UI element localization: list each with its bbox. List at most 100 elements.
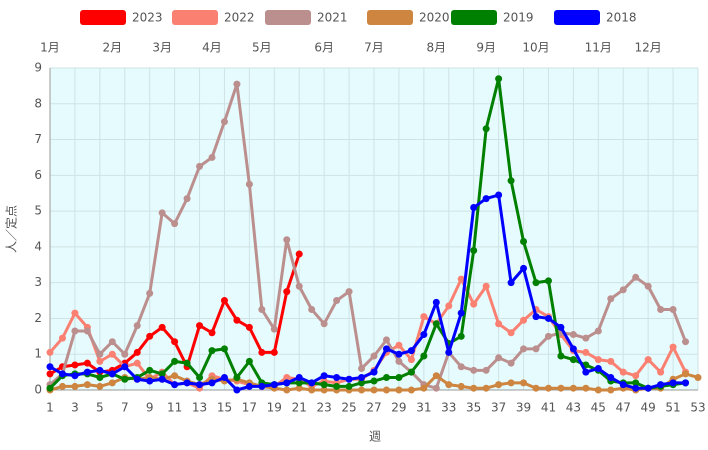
- data-point: [507, 177, 515, 185]
- data-point: [395, 373, 403, 381]
- data-point: [358, 386, 366, 394]
- x-tick-label: 45: [591, 401, 606, 415]
- data-point: [632, 273, 640, 281]
- data-point: [495, 381, 503, 389]
- data-point: [370, 368, 378, 376]
- data-point: [532, 384, 540, 392]
- legend-swatch: [451, 10, 497, 25]
- data-point: [495, 191, 503, 199]
- data-point: [607, 295, 615, 303]
- y-tick-label: 0: [34, 383, 42, 397]
- data-point: [445, 302, 453, 310]
- data-point: [632, 372, 640, 380]
- data-point: [632, 379, 640, 387]
- data-point: [457, 332, 465, 340]
- data-point: [345, 375, 353, 383]
- x-tick-label: 21: [292, 401, 307, 415]
- legend-label: 2020: [419, 11, 450, 25]
- data-point: [594, 327, 602, 335]
- data-point: [457, 309, 465, 317]
- data-point: [582, 368, 590, 376]
- data-point: [682, 338, 690, 346]
- data-point: [482, 125, 490, 133]
- data-point: [245, 323, 253, 331]
- x-tick-label: 25: [341, 401, 356, 415]
- data-point: [220, 345, 228, 353]
- data-point: [482, 384, 490, 392]
- month-label: 10月: [522, 41, 549, 55]
- data-point: [146, 289, 154, 297]
- x-tick-label: 1: [46, 401, 54, 415]
- data-point: [133, 375, 141, 383]
- data-point: [83, 359, 91, 367]
- data-point: [133, 322, 141, 330]
- data-point: [569, 356, 577, 364]
- data-point: [121, 363, 129, 371]
- data-point: [370, 386, 378, 394]
- data-point: [58, 334, 66, 342]
- data-point: [507, 329, 515, 337]
- data-point: [569, 345, 577, 353]
- x-tick-label: 47: [616, 401, 631, 415]
- data-point: [420, 313, 428, 321]
- data-point: [420, 331, 428, 339]
- data-point: [619, 368, 627, 376]
- data-point: [96, 350, 104, 358]
- data-point: [594, 356, 602, 364]
- data-point: [96, 366, 104, 374]
- data-point: [258, 306, 266, 313]
- data-point: [96, 357, 104, 365]
- data-point: [71, 327, 79, 335]
- data-point: [46, 370, 54, 378]
- data-point: [245, 382, 253, 390]
- data-point: [270, 325, 278, 333]
- y-tick-label: 9: [34, 61, 42, 75]
- data-point: [295, 373, 303, 381]
- data-point: [233, 316, 241, 324]
- data-point: [432, 320, 440, 328]
- data-point: [71, 309, 79, 317]
- data-point: [295, 282, 303, 290]
- data-point: [308, 306, 316, 313]
- data-point: [108, 338, 116, 346]
- data-point: [544, 384, 552, 392]
- data-point: [283, 386, 291, 394]
- data-point: [569, 331, 577, 339]
- x-tick-label: 37: [491, 401, 506, 415]
- y-tick-label: 2: [34, 311, 42, 325]
- data-point: [183, 359, 191, 367]
- x-tick-label: 53: [690, 401, 705, 415]
- x-tick-label: 49: [641, 401, 656, 415]
- data-point: [158, 375, 166, 383]
- data-point: [71, 361, 79, 369]
- data-point: [71, 372, 79, 380]
- data-point: [96, 373, 104, 381]
- x-tick-label: 5: [96, 401, 104, 415]
- data-point: [557, 323, 565, 331]
- data-point: [395, 386, 403, 394]
- data-point: [582, 384, 590, 392]
- month-label: 5月: [252, 41, 272, 55]
- data-point: [208, 379, 216, 387]
- data-point: [569, 384, 577, 392]
- data-point: [283, 373, 291, 381]
- data-point: [470, 366, 478, 374]
- data-point: [208, 329, 216, 337]
- data-point: [108, 379, 116, 387]
- data-point: [607, 373, 615, 381]
- data-point: [308, 379, 316, 387]
- data-point: [308, 386, 316, 394]
- data-point: [71, 382, 79, 390]
- data-point: [270, 381, 278, 389]
- data-point: [432, 298, 440, 306]
- data-point: [395, 350, 403, 358]
- data-point: [320, 386, 328, 394]
- data-point: [482, 366, 490, 374]
- data-point: [146, 377, 154, 385]
- data-point: [657, 381, 665, 389]
- data-point: [407, 386, 415, 394]
- data-point: [644, 282, 652, 290]
- data-point: [382, 345, 390, 353]
- x-tick-label: 31: [416, 401, 431, 415]
